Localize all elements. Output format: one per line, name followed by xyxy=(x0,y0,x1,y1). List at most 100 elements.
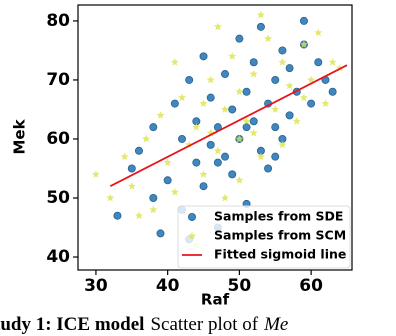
point xyxy=(285,111,294,120)
caption-math: Me xyxy=(263,314,288,335)
point xyxy=(256,22,265,31)
point xyxy=(249,69,258,78)
point xyxy=(149,193,158,202)
point xyxy=(235,34,244,43)
point xyxy=(242,87,251,96)
caption: tudy 1: ICE model Scatter plot of Me xyxy=(0,314,288,335)
y-tick-label: 40 xyxy=(46,247,70,267)
point xyxy=(285,64,294,73)
point xyxy=(256,152,265,161)
point xyxy=(149,123,158,132)
point xyxy=(178,93,186,102)
y-tick-label: 80 xyxy=(46,11,70,31)
point xyxy=(271,75,280,84)
point xyxy=(221,193,229,202)
caption-text: Scatter plot of xyxy=(150,314,258,335)
point xyxy=(142,134,151,143)
legend-label: Samples from SCM xyxy=(214,228,346,243)
point xyxy=(278,140,287,149)
legend-label: Fitted sigmoid line xyxy=(214,247,346,262)
point xyxy=(149,205,158,214)
point xyxy=(228,52,237,60)
point xyxy=(185,75,194,84)
point xyxy=(199,52,208,61)
point xyxy=(192,158,201,167)
point xyxy=(127,182,136,190)
point xyxy=(113,211,122,220)
point xyxy=(163,158,172,166)
legend-key xyxy=(187,212,196,221)
fit-line xyxy=(109,64,348,187)
point xyxy=(199,170,208,178)
plot-frame xyxy=(77,4,353,271)
point xyxy=(242,123,251,132)
point xyxy=(213,158,222,167)
point xyxy=(106,193,115,202)
point xyxy=(278,58,287,66)
point xyxy=(321,99,330,107)
point xyxy=(264,34,273,42)
x-tick-label: 30 xyxy=(84,276,108,296)
point xyxy=(134,146,143,155)
point xyxy=(163,176,172,185)
point xyxy=(170,58,179,66)
point xyxy=(91,170,100,178)
point xyxy=(156,111,165,119)
legend-key xyxy=(188,231,196,240)
point xyxy=(264,164,273,173)
point xyxy=(199,182,208,191)
point xyxy=(120,152,129,161)
y-tick-label: 50 xyxy=(46,188,70,208)
x-tick-label: 40 xyxy=(156,276,180,296)
point xyxy=(307,99,316,108)
point xyxy=(156,229,165,238)
point xyxy=(135,211,143,220)
y-axis-label: Mek xyxy=(11,118,29,154)
legend-label: Samples from SDE xyxy=(214,209,343,224)
point xyxy=(206,93,215,102)
point xyxy=(192,123,201,131)
point xyxy=(213,146,222,155)
point xyxy=(299,93,308,102)
point xyxy=(170,99,179,108)
point xyxy=(249,128,258,137)
point xyxy=(228,170,237,179)
point xyxy=(299,16,308,25)
point xyxy=(307,75,316,84)
y-tick-label: 70 xyxy=(46,70,70,90)
point xyxy=(221,105,229,113)
point xyxy=(314,28,323,37)
point xyxy=(242,117,251,125)
point xyxy=(278,46,287,55)
x-axis-label: Raf xyxy=(201,291,230,309)
caption-label: tudy 1: ICE model xyxy=(0,314,144,335)
point xyxy=(221,152,230,161)
point xyxy=(249,58,258,67)
point xyxy=(292,117,301,125)
point xyxy=(328,87,337,96)
point xyxy=(299,40,308,48)
point xyxy=(178,134,187,143)
x-tick-label: 50 xyxy=(228,276,252,296)
point xyxy=(271,152,280,161)
point xyxy=(221,70,230,79)
point xyxy=(235,87,244,96)
point xyxy=(170,187,179,196)
point xyxy=(127,164,136,173)
point xyxy=(235,176,244,184)
point xyxy=(235,134,244,143)
point xyxy=(285,81,294,90)
point xyxy=(206,140,215,149)
point xyxy=(213,22,222,31)
point xyxy=(249,117,258,126)
point xyxy=(228,105,237,114)
point xyxy=(271,123,280,132)
point xyxy=(206,75,215,84)
point xyxy=(199,99,208,107)
point xyxy=(256,10,265,19)
y-tick-label: 60 xyxy=(46,129,70,149)
point xyxy=(328,58,337,66)
point xyxy=(314,58,323,67)
legend-box xyxy=(177,205,351,269)
